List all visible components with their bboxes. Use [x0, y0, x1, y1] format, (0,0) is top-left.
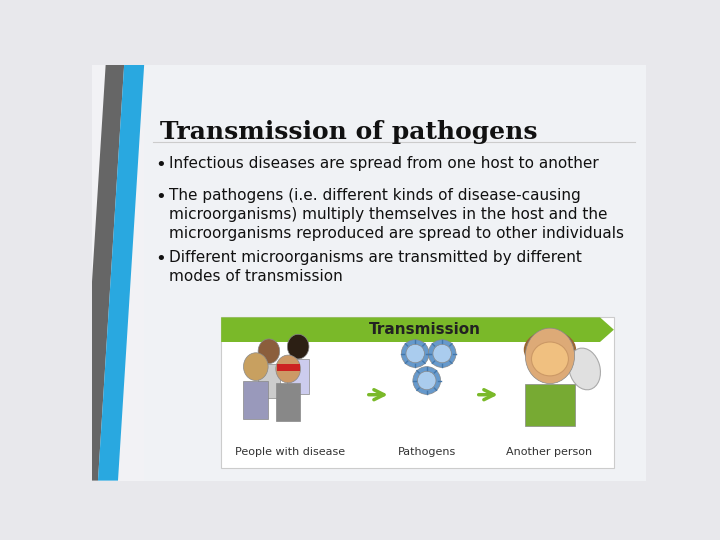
- Text: Transmission of pathogens: Transmission of pathogens: [160, 120, 537, 144]
- Ellipse shape: [406, 345, 425, 363]
- Ellipse shape: [433, 345, 451, 363]
- Ellipse shape: [523, 330, 576, 369]
- Text: Transmission: Transmission: [369, 322, 482, 337]
- Bar: [221, 318, 614, 468]
- Ellipse shape: [276, 355, 300, 383]
- Bar: [243, 381, 268, 419]
- Ellipse shape: [413, 367, 441, 394]
- Bar: [258, 363, 279, 398]
- Bar: [525, 383, 575, 426]
- Text: Another person: Another person: [506, 447, 592, 457]
- Ellipse shape: [243, 353, 268, 381]
- Text: Infectious diseases are spread from one host to another: Infectious diseases are spread from one …: [168, 156, 598, 171]
- Bar: [287, 359, 309, 394]
- Bar: [276, 363, 300, 372]
- Bar: [276, 383, 300, 421]
- Text: •: •: [155, 188, 166, 206]
- Ellipse shape: [401, 340, 429, 367]
- Text: Pathogens: Pathogens: [398, 447, 456, 457]
- Text: Different microorganisms are transmitted by different
modes of transmission: Different microorganisms are transmitted…: [168, 249, 582, 284]
- Ellipse shape: [569, 348, 600, 390]
- Ellipse shape: [258, 339, 279, 363]
- Polygon shape: [98, 65, 144, 481]
- Ellipse shape: [526, 328, 575, 383]
- Text: •: •: [155, 249, 166, 268]
- Ellipse shape: [428, 340, 456, 367]
- Text: People with disease: People with disease: [235, 447, 345, 457]
- Ellipse shape: [418, 372, 436, 390]
- Polygon shape: [79, 65, 124, 481]
- Text: •: •: [155, 156, 166, 174]
- Polygon shape: [221, 318, 614, 342]
- Ellipse shape: [287, 334, 309, 359]
- Text: The pathogens (i.e. different kinds of disease-causing
microorganisms) multiply : The pathogens (i.e. different kinds of d…: [168, 188, 624, 241]
- Ellipse shape: [531, 342, 568, 376]
